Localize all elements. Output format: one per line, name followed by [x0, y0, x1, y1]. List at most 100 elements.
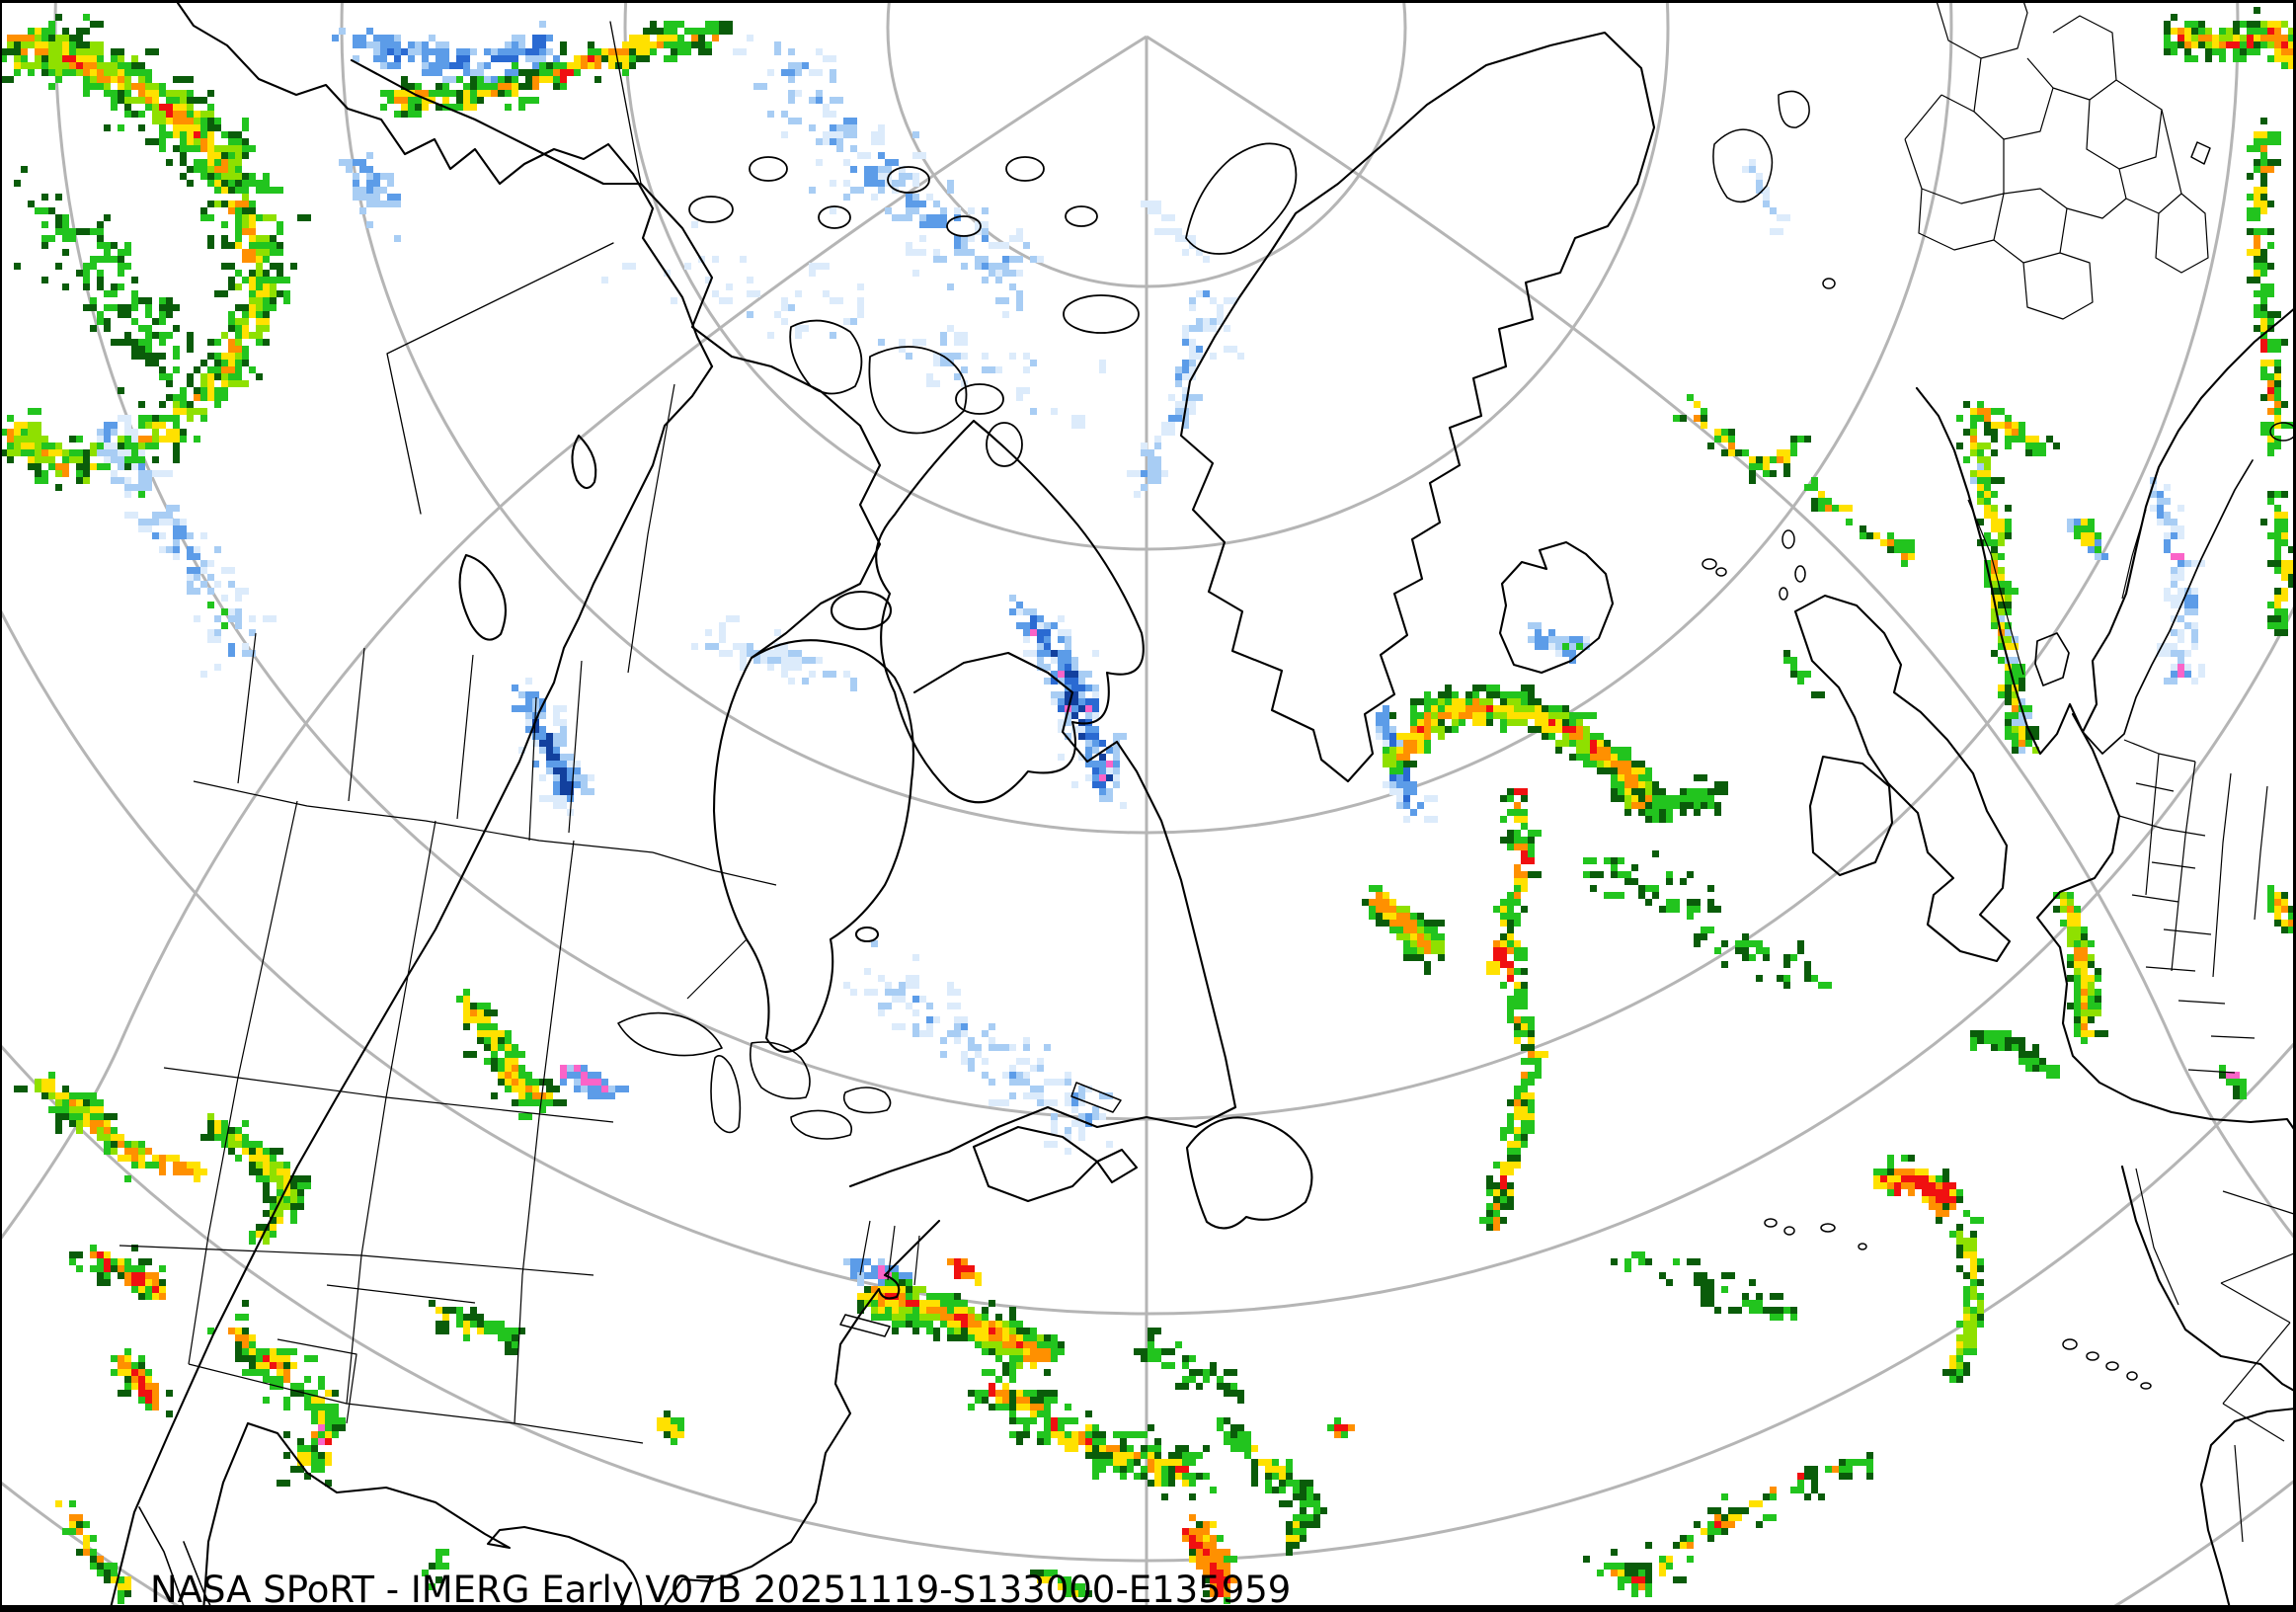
precip-system-newfoundland-east-cells: [1217, 1417, 1313, 1500]
precip-system-greenland-nw-specks: [1210, 297, 1244, 360]
map-frame-bottom: [0, 1605, 2296, 1612]
precip-system-gulfstream-red-cell: [1327, 1417, 1355, 1438]
precip-system-greenland-se-band: [1383, 685, 1659, 823]
coast-greenland: [1179, 31, 1656, 783]
islands-canary: [2062, 1338, 2152, 1390]
precip-system-gulf-singles: [422, 1549, 449, 1590]
precip-system-atl-east-singles: [1134, 1328, 1244, 1404]
island-baffin: [875, 419, 1145, 804]
coast-nova-scotia: [972, 1125, 1139, 1203]
precip-system-mexico-bits: [55, 1500, 131, 1604]
political-borders: [119, 0, 2295, 1543]
precip-system-arctic-islands-speckle: [601, 221, 1106, 429]
islands-north-atlantic: [1702, 90, 2211, 601]
precip-system-baffin-davis-snow: [1009, 595, 1127, 809]
precip-system-greenland-band-tail: [1631, 774, 1728, 823]
coast-iceland: [1498, 540, 1615, 675]
precip-system-yukon-snow: [339, 152, 401, 242]
island-long-island: [839, 1314, 891, 1337]
precip-system-ne-us-main-cluster: [857, 1272, 1065, 1376]
graticule-meridian: [1146, 35, 2296, 1241]
border-canada-provinces: [528, 383, 748, 1000]
coast-nw-africa: [2199, 1407, 2296, 1612]
precip-system-davis-strait-snow: [1127, 290, 1217, 498]
border-africa-zigzag: [2220, 1190, 2295, 1543]
precip-system-right-edge-band: [2247, 118, 2295, 456]
precip-system-bc-rockies-snow: [97, 415, 277, 678]
precip-system-central-atl-singles: [1611, 1251, 1797, 1321]
precip-system-azores-storm-head: [1873, 1155, 1970, 1224]
coast-arctic: [350, 58, 882, 660]
island-vancouver: [458, 553, 507, 641]
precip-system-trailing-red-core: [1486, 940, 1514, 975]
precip-system-alaska-snow-west: [332, 21, 560, 83]
great-lakes: [617, 1011, 892, 1140]
map-frame-right: [2293, 0, 2296, 1612]
precip-system-hudson-north-speckle: [691, 615, 857, 691]
precip-system-azores-storm-arc: [1942, 1217, 1984, 1383]
island-haida: [571, 434, 597, 490]
precip-system-spain-ne-cells: [2267, 885, 2296, 933]
coast-east-us: [680, 1219, 941, 1583]
coast-gulf-stlawrence: [848, 1105, 1237, 1188]
precip-system-norwegian-sea-cells: [1673, 394, 1811, 484]
product-title: NASA SPoRT - IMERG Early V07B 20251119-S…: [150, 1569, 1292, 1611]
coast-iberia: [2120, 1165, 2296, 1394]
precip-system-biscay-coast-band: [2053, 892, 2108, 1044]
border-russia-admin: [1904, 0, 2209, 320]
precip-system-greenland-trailing-line: [1479, 788, 1548, 1231]
coast-bc-pacific: [108, 364, 714, 1612]
arctic-archipelago: [688, 142, 1298, 467]
precip-system-bottom-green-cells: [1030, 1570, 1092, 1597]
precip-system-ellesmere-specks: [1141, 201, 1210, 263]
precip-system-azores-nw-arc: [1970, 1030, 2060, 1079]
precip-system-manitoba-snow-attach: [560, 1065, 629, 1099]
border-iberia: [2135, 1168, 2179, 1306]
coast-norway: [1915, 305, 2296, 756]
coast-hudson-bay: [712, 639, 914, 1053]
precip-system-manitoba-rain-cluster: [456, 989, 567, 1120]
precip-system-alaska-snow-east: [733, 35, 1044, 318]
precip-system-uk-cells: [1783, 650, 1825, 698]
island-southampton: [830, 590, 893, 631]
precip-system-sweden-blue-patch: [2067, 519, 2108, 560]
precip-system-sw-cluster3-red: [111, 1348, 173, 1417]
precip-system-alaska-coast-band: [380, 21, 733, 118]
precip-system-florida-cells: [657, 1410, 684, 1445]
border-yukon: [386, 21, 642, 515]
island-anticosti: [1070, 1082, 1122, 1113]
precip-system-mid-atlantic-speckle: [1583, 850, 1832, 989]
border-europe: [1967, 499, 2268, 1074]
precip-system-co-orange-streak: [145, 1148, 207, 1182]
precip-system-texas-east-singles: [429, 1300, 525, 1355]
map-frame-top: [0, 0, 2296, 3]
coast-alaska: [176, 1, 714, 368]
coast-gulf-mexico: [201, 1421, 571, 1612]
coast-ireland: [1808, 755, 1894, 877]
island-newfoundland: [1185, 1116, 1313, 1230]
precip-system-iceland-snow-spots: [1528, 622, 1590, 664]
coast-denmark: [2034, 632, 2070, 686]
precip-system-baltic-snow-speckle: [2150, 477, 2205, 685]
precip-system-bottom-center-orange-blob: [1182, 1514, 1237, 1604]
coast-uk: [1793, 594, 2012, 963]
coast-labrador: [912, 651, 1237, 1109]
lake-ladoga: [2269, 422, 2296, 442]
precip-system-scandinavia-nw-cells: [1956, 401, 2060, 456]
precip-system-norway-coast-band: [1956, 429, 2039, 754]
precip-system-texas-scatter: [207, 1300, 346, 1487]
border-us-states: [119, 632, 920, 1444]
precipitation-layer: [0, 7, 2296, 1604]
precip-system-prairie-snow-patch: [512, 678, 594, 816]
coast-baltic: [2082, 459, 2254, 755]
islands-azores: [1764, 1218, 1867, 1250]
precip-system-ne-us-scatter-se: [968, 1369, 1217, 1500]
precip-system-iberia-singles: [2219, 1065, 2247, 1099]
precip-system-sw-cluster2: [69, 1245, 166, 1300]
precip-system-right-edge-lower-cells: [2260, 491, 2296, 636]
precip-system-ne-us-orange-streak: [947, 1258, 982, 1286]
precip-system-gulf-of-alaska-fill: [14, 166, 221, 394]
graticule-meridian: [0, 35, 1148, 1241]
